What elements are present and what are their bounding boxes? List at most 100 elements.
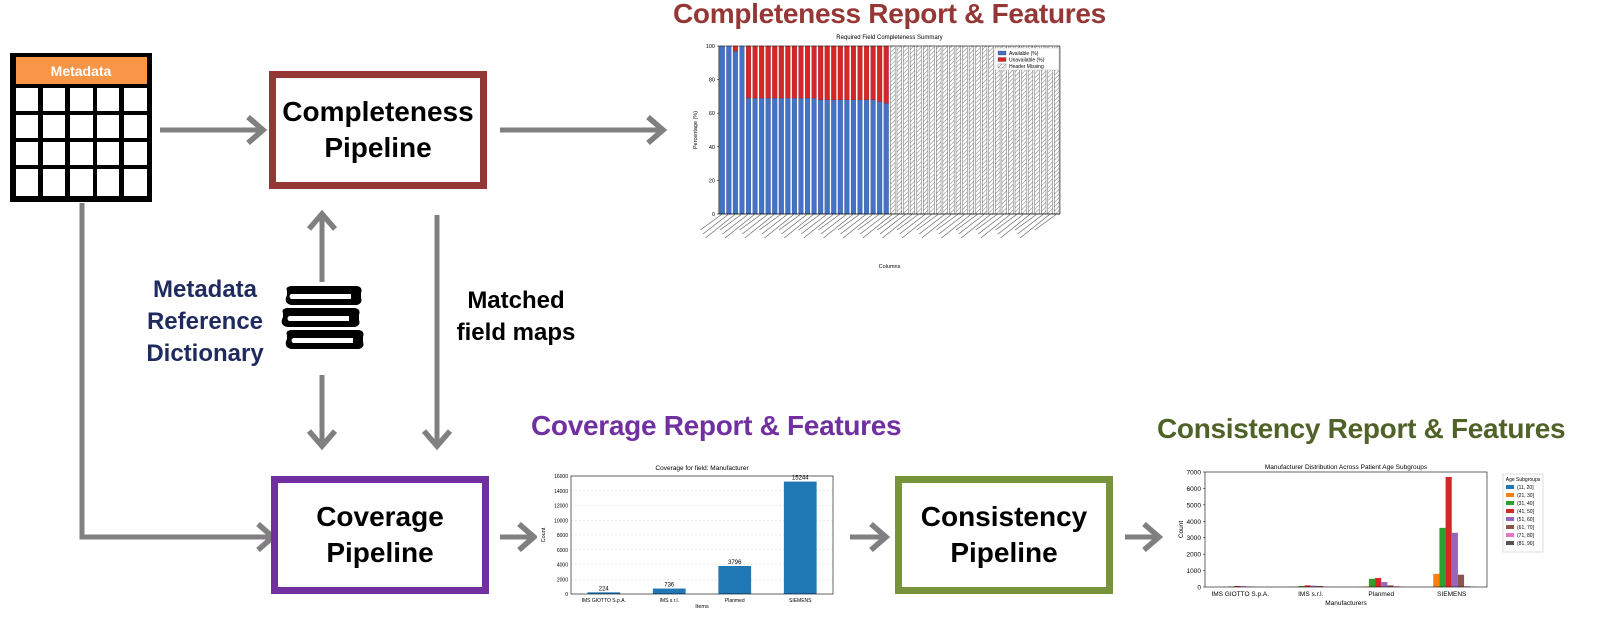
chart1-bar-header-missing: [995, 45, 1001, 215]
chart1-bar-header-missing: [955, 45, 961, 215]
chart3-legend-swatch: [1506, 533, 1514, 537]
chart1-bar-unavailable: [831, 45, 837, 100]
chart3-ylabel: Count: [1178, 521, 1185, 539]
chart1-bar-unavailable: [759, 45, 765, 99]
chart1-bar-available: [824, 99, 830, 215]
chart3-bar: [1439, 527, 1446, 587]
chart3-ytick-label: 5000: [1187, 502, 1202, 509]
chart3-legend-label: (21, 30]: [1517, 493, 1535, 499]
chart1-xtick-label-mark: [759, 213, 782, 231]
chart2-bar: [587, 592, 621, 594]
chart3-bar: [1375, 577, 1382, 587]
chart3-legend-swatch: [1506, 517, 1514, 521]
chart1-xtick-label-mark: [919, 213, 946, 235]
chart1-bar-available: [726, 45, 732, 215]
completeness-pipeline-line2: Pipeline: [324, 132, 432, 163]
chart1-bar-header-missing: [1047, 45, 1053, 215]
chart1-bar-unavailable: [791, 45, 797, 99]
chart1-bar-available: [759, 97, 765, 215]
chart1-ytick-label: 60: [709, 111, 715, 117]
chart1-xtick-label-mark: [980, 213, 1012, 239]
chart1-xtick-label-mark: [862, 213, 893, 239]
chart1-xtick-label-mark: [818, 213, 841, 231]
completeness-pipeline[interactable]: Completeness Pipeline: [269, 71, 487, 189]
matched-line1: Matched: [467, 287, 565, 314]
chart1-bar-header-missing: [1014, 45, 1020, 215]
chart1-bar-available: [778, 97, 784, 215]
chart3-bar: [1445, 476, 1452, 587]
chart2-bar: [718, 566, 752, 594]
chart1-bar-header-missing: [982, 45, 988, 215]
chart1-xtick-label-mark: [901, 213, 933, 239]
chart3-bar: [1298, 586, 1305, 587]
chart3-bar: [1393, 586, 1400, 587]
chart1-ytick-label: 40: [709, 145, 715, 151]
chart2-data-label: 224: [599, 586, 610, 592]
chart3-frame: [1204, 471, 1488, 588]
chart1-ytick-label: 80: [709, 78, 715, 84]
chart3-bar: [1433, 573, 1440, 587]
chart1-bar-available: [864, 99, 870, 215]
chart1-ytick-label: 100: [706, 44, 715, 50]
chart1-legend-label: Unavailable (%): [1009, 58, 1045, 64]
chart1-xtick-label-mark: [958, 213, 985, 235]
consistency-pipeline[interactable]: Consistency Pipeline: [895, 476, 1113, 594]
consistency-pipeline-line2: Pipeline: [950, 537, 1058, 568]
chart2-bar: [783, 481, 817, 594]
chart1-legend: [994, 47, 1060, 71]
chart1-bar-header-missing: [896, 45, 902, 215]
dictionary-line2: Reference: [146, 308, 264, 335]
chart1-xtick-label-mark: [744, 213, 775, 239]
chart3-legend-label: (31, 40]: [1517, 501, 1535, 507]
chart1-xtick-label-mark: [764, 213, 795, 239]
chart1-legend-label: Available (%): [1009, 51, 1039, 57]
chart1-bar-unavailable: [857, 45, 863, 100]
chart1-xtick-label-mark: [803, 213, 834, 239]
chart1-xtick-label-mark: [798, 213, 821, 231]
chart1-xtick-label-mark: [899, 213, 926, 235]
chart1-bar-header-missing: [975, 45, 981, 215]
chart1-xtick-label-mark: [781, 213, 808, 235]
chart1-bar-header-missing: [1027, 45, 1034, 215]
chart3-bar: [1240, 586, 1247, 587]
chart3-legend-swatch: [1506, 493, 1514, 497]
chart1-xtick-label-mark: [877, 213, 900, 231]
chart1-bar-header-missing: [929, 45, 935, 215]
chart3-ytick-label: 7000: [1187, 470, 1202, 477]
chart1-xtick-label-mark: [1014, 213, 1038, 231]
chart1-xtick-label-mark: [761, 213, 789, 235]
chart2-ylabel: Count: [541, 527, 547, 542]
chart1-xtick-label-mark: [722, 213, 749, 235]
completeness-chart: Required Field Completeness Summary 0 20 40…: [675, 30, 1070, 273]
chart1-xtick-label-mark: [778, 213, 802, 231]
chart1-ytick-label: 0: [712, 212, 715, 218]
chart1-bar-available: [805, 97, 811, 215]
chart1-bar-unavailable: [765, 45, 771, 99]
chart1-xtick-label-mark: [978, 213, 1005, 235]
chart3-legend-swatch: [1506, 485, 1514, 489]
chart1-legend-swatch: [997, 63, 1007, 69]
chart1-xtick-label-mark: [1019, 213, 1051, 239]
chart1-xtick-label-mark: [882, 213, 913, 239]
coverage-pipeline-line1: Coverage: [316, 501, 444, 532]
chart1-xtick-label-mark: [724, 213, 756, 239]
chart2-xlabel: Items: [695, 604, 709, 610]
chart1-bar-available: [844, 99, 850, 215]
chart2-xtick-label: Planmed: [725, 598, 745, 604]
metadata-table-header: Metadata: [51, 63, 112, 79]
chart1-xtick-label-mark: [800, 213, 828, 235]
chart1-xtick-label-mark: [823, 213, 854, 239]
chart1-xtick-label-mark: [739, 213, 762, 231]
chart1-bar-header-missing: [890, 45, 896, 215]
chart2-ytick-label: 2000: [557, 577, 568, 583]
chart1-bar-unavailable: [877, 45, 883, 102]
chart1-bar-available: [883, 102, 889, 215]
dictionary-line1: Metadata: [152, 276, 258, 303]
chart3-legend-swatch: [1506, 509, 1514, 513]
chart1-bar-available: [719, 45, 725, 215]
chart2-data-label: 3796: [728, 560, 742, 566]
chart1-bar-header-missing: [916, 45, 922, 215]
chart1-bar-header-missing: [949, 45, 955, 215]
coverage-pipeline[interactable]: Coverage Pipeline: [271, 476, 489, 594]
